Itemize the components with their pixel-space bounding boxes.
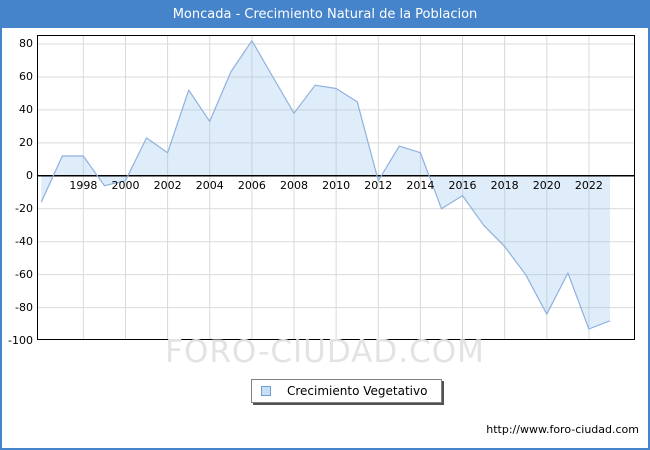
y-tick-label: -40 — [15, 234, 33, 248]
y-tick-label: -60 — [15, 267, 33, 281]
y-tick-label: -100 — [8, 333, 33, 347]
legend-label: Crecimiento Vegetativo — [287, 384, 428, 398]
area-chart — [38, 36, 634, 339]
chart-title: Moncada - Crecimiento Natural de la Pobl… — [2, 2, 648, 28]
y-tick-label: 60 — [19, 69, 33, 83]
plot-area — [37, 35, 635, 340]
y-tick-label: 40 — [19, 102, 33, 116]
legend-swatch-icon — [261, 386, 271, 396]
y-tick-label: 0 — [26, 168, 33, 182]
y-axis: 80 60 40 20 0 -20 -40 -60 -80 -100 — [2, 2, 33, 448]
y-tick-label: 20 — [19, 135, 33, 149]
watermark: FORO-CIUDAD.COM — [165, 334, 485, 370]
y-tick-label: -20 — [15, 201, 33, 215]
series-area-fill — [41, 40, 610, 329]
footer-url[interactable]: http://www.foro-ciudad.com — [486, 423, 639, 436]
series-line — [40, 40, 611, 330]
y-tick-label: 80 — [19, 37, 33, 50]
y-tick-label: -80 — [15, 300, 33, 314]
legend-box[interactable]: Crecimiento Vegetativo — [251, 379, 443, 403]
